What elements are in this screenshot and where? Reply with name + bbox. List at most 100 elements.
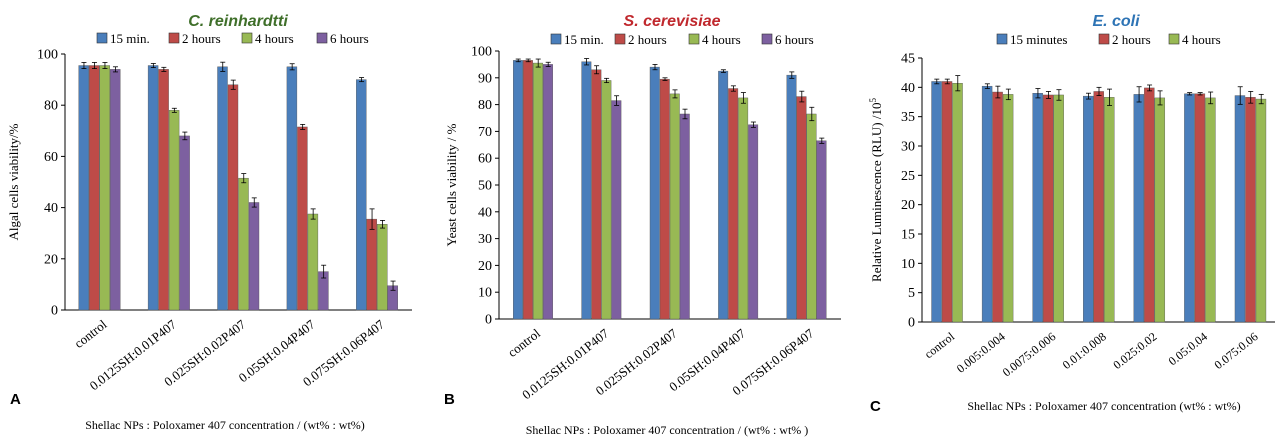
bar-control-series-3 <box>952 83 963 323</box>
legend-swatch-1 <box>550 33 562 45</box>
legend-label-2: 2 hours <box>1112 32 1151 47</box>
bar-control-series-1 <box>78 65 89 311</box>
bar-control-series-2 <box>88 65 100 311</box>
y-tick-label: 20 <box>901 198 915 213</box>
bar-0-05sh-0-04p407-series-2 <box>297 126 308 311</box>
bar-control-series-3 <box>533 62 543 320</box>
y-tick-label: 60 <box>478 152 492 167</box>
legend-swatch-2 <box>614 33 626 45</box>
x-tick-label: 0.0075:0.006 <box>1000 329 1059 379</box>
y-tick-label: 40 <box>44 201 58 216</box>
bar-0-0125sh-0-01p407-series-1 <box>581 61 592 320</box>
bar-0-025sh-0-02p407-series-4 <box>248 202 260 311</box>
bar-0-01-0-008-series-3 <box>1104 97 1115 323</box>
y-tick-label: 30 <box>478 232 492 247</box>
panel-letter: B <box>444 391 455 408</box>
legend-label-1: 15 min. <box>564 32 604 47</box>
legend-label-3: 4 hours <box>1182 32 1221 47</box>
bar-0-025sh-0-02p407-series-1 <box>649 66 660 320</box>
panel-letter: A <box>10 391 21 408</box>
legend: 15 min. 2 hours 4 hours 6 hours <box>96 31 369 46</box>
legend-swatch-2 <box>168 32 180 44</box>
chart-title: E. coli <box>1092 13 1140 30</box>
bar-0-0125sh-0-01p407-series-1 <box>147 65 159 311</box>
x-tick-label: 0.025:0.02 <box>1110 329 1159 372</box>
x-tick-label: control <box>922 329 958 361</box>
x-tick-label: control <box>71 316 110 351</box>
legend: 15 min. 2 hours 4 hours 6 hours <box>550 32 814 47</box>
legend-label-1: 15 minutes <box>1010 32 1067 47</box>
legend-label-2: 2 hours <box>182 31 221 46</box>
chart-panel-a: C. reinhardtti 15 min. 2 hours 4 hours 6 hou… <box>6 13 412 432</box>
bar-0-0075-0-006-series-2 <box>1042 94 1054 323</box>
y-tick-label: 60 <box>44 150 58 165</box>
legend-label-3: 4 hours <box>702 32 741 47</box>
y-tick-label: 20 <box>44 252 58 267</box>
bar-0-005-0-004-series-2 <box>992 91 1003 323</box>
bar-0-0125sh-0-01p407-series-2 <box>158 69 169 311</box>
y-tick-label: 30 <box>901 140 915 155</box>
bar-control-series-2 <box>523 60 533 320</box>
y-tick-label: 100 <box>471 45 492 60</box>
y-tick-label: 45 <box>901 52 915 67</box>
y-axis-label-exponent: 5 <box>868 98 878 103</box>
chart-title: S. cerevisiae <box>624 13 721 30</box>
bar-0-025sh-0-02p407-series-4 <box>679 113 690 320</box>
bar-control-series-4 <box>109 69 121 311</box>
bar-0-075-0-06-series-1 <box>1234 95 1246 323</box>
legend-swatch-1 <box>96 32 108 44</box>
x-tick-label: 0.05:0.04 <box>1166 329 1210 368</box>
bar-0-025-0-02-series-3 <box>1154 97 1166 323</box>
y-tick-label: 10 <box>901 257 915 272</box>
legend-label-1: 15 min. <box>110 31 150 46</box>
legend-swatch-2 <box>1098 33 1110 45</box>
bar-control-series-3 <box>99 65 110 311</box>
bar-0-05sh-0-04p407-series-2 <box>728 88 739 320</box>
y-axis-label: Yeast cells viability / % <box>444 123 459 246</box>
bar-0-05-0-04-series-2 <box>1194 93 1206 323</box>
legend-swatch-4 <box>761 33 773 45</box>
y-tick-label: 50 <box>478 179 492 194</box>
y-tick-label: 25 <box>901 169 915 184</box>
legend-label-4: 6 hours <box>775 32 814 47</box>
y-tick-label: 0 <box>485 313 492 328</box>
legend-label-4: 6 hours <box>330 31 369 46</box>
y-axis-label: Algal cells viability/% <box>6 123 21 240</box>
legend-label-3: 4 hours <box>255 31 294 46</box>
bar-0-025sh-0-02p407-series-1 <box>217 66 228 311</box>
chart-panel-c: E. coli 15 minutes 2 hours 4 hours 0 5 10 15 20 2… <box>868 13 1275 415</box>
chart-panel-b: S. cerevisiae 15 min. 2 hours 4 hours 6 hour… <box>444 13 841 437</box>
bar-0-0125sh-0-01p407-series-3 <box>168 110 180 311</box>
y-tick-label: 0 <box>51 304 58 319</box>
x-tick-label: 0.075:0.06 <box>1211 329 1260 372</box>
y-tick-label: 10 <box>478 286 492 301</box>
x-tick-label: 0.01:0.008 <box>1060 329 1109 372</box>
y-tick-label: 100 <box>37 48 58 63</box>
bar-0-075sh-0-06p407-series-1 <box>786 74 797 320</box>
bar-0-025sh-0-02p407-series-3 <box>669 93 680 320</box>
x-tick-label: control <box>505 325 544 360</box>
bar-0-0075-0-006-series-1 <box>1032 92 1043 323</box>
bar-control-series-1 <box>513 60 523 320</box>
bar-0-05sh-0-04p407-series-3 <box>307 213 319 311</box>
y-tick-label: 15 <box>901 228 915 243</box>
bar-control-series-4 <box>543 64 553 320</box>
bar-0-025sh-0-02p407-series-2 <box>227 84 239 311</box>
bar-0-005-0-004-series-3 <box>1002 94 1014 323</box>
bar-0-05sh-0-04p407-series-1 <box>286 66 298 311</box>
bar-0-075sh-0-06p407-series-3 <box>806 113 817 320</box>
bar-0-075sh-0-06p407-series-2 <box>796 96 807 320</box>
legend-label-2: 2 hours <box>628 32 667 47</box>
legend-swatch-3 <box>688 33 700 45</box>
bar-0-075sh-0-06p407-series-4 <box>816 140 827 320</box>
x-axis-label: Shellac NPs : Poloxamer 407 concentratio… <box>967 399 1240 413</box>
chart-title: C. reinhardtti <box>188 13 288 30</box>
panel-letter: C <box>870 398 881 415</box>
bar-control-series-1 <box>931 81 942 323</box>
bar-0-075sh-0-06p407-series-3 <box>377 224 388 311</box>
x-axis-label: Shellac NPs : Poloxamer 407 concentratio… <box>526 423 809 437</box>
legend: 15 minutes 2 hours 4 hours <box>996 32 1221 47</box>
bar-0-01-0-008-series-1 <box>1083 95 1094 323</box>
bar-0-0125sh-0-01p407-series-2 <box>591 69 602 320</box>
